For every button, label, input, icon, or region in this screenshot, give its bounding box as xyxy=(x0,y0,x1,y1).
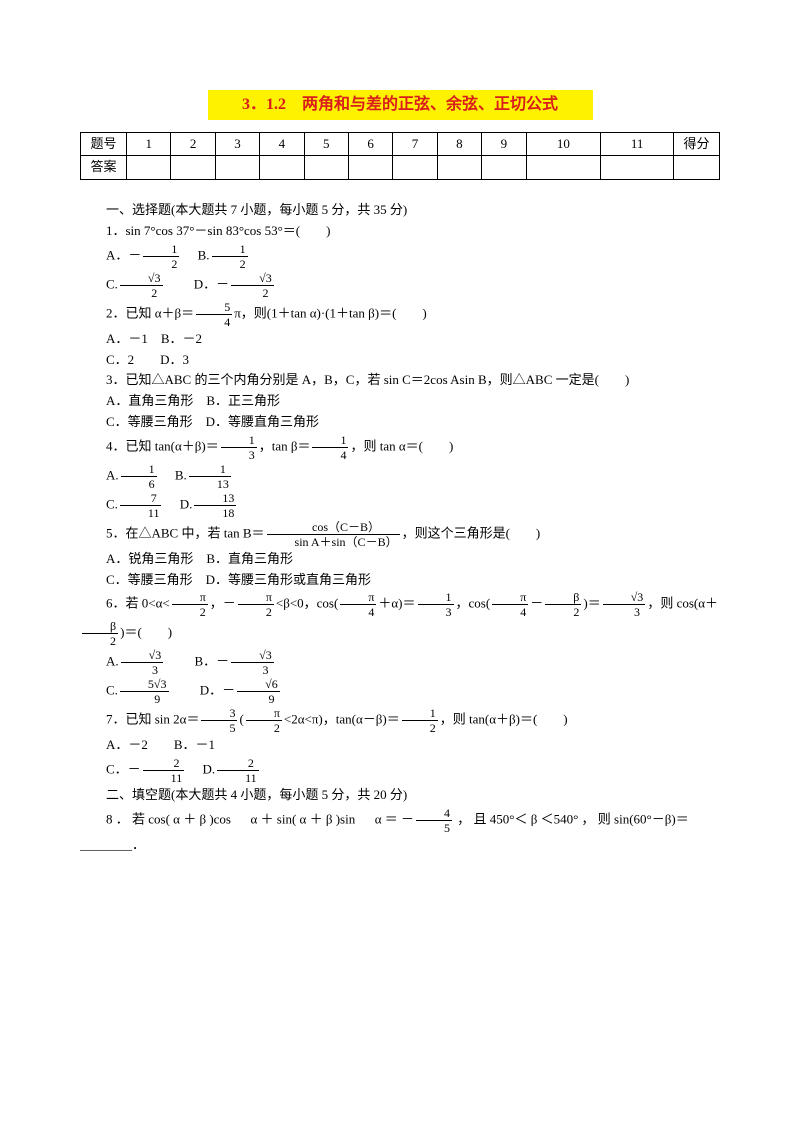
q6-stem: 6．若 0<α<π2，－π2<β<0，cos(π4＋α)＝13，cos(π4－β… xyxy=(80,590,720,648)
frac-icon: √69 xyxy=(235,677,282,706)
q1-choices-ab: A．－12 B.12 xyxy=(80,242,720,271)
frac-icon: √32 xyxy=(118,271,165,300)
table-row-header: 题号 1 2 3 4 5 6 7 8 9 10 11 得分 xyxy=(81,132,720,156)
q7-stem: 7．已知 sin 2α＝35(π2<2α<π)，tan(α－β)＝12，则 ta… xyxy=(80,706,720,735)
td[interactable] xyxy=(348,156,392,180)
th: 5 xyxy=(304,132,348,156)
td: 答案 xyxy=(81,156,127,180)
th: 题号 xyxy=(81,132,127,156)
td[interactable] xyxy=(482,156,526,180)
frac-icon: √33 xyxy=(229,648,276,677)
frac-icon: β2 xyxy=(80,619,120,648)
q4-c-label: C. xyxy=(106,496,118,511)
frac-icon: 211 xyxy=(215,756,261,785)
q7-d-label: D. xyxy=(189,762,215,777)
page-title: 3．1.2 两角和与差的正弦、余弦、正切公式 xyxy=(208,90,593,120)
frac-icon: π2 xyxy=(244,706,284,735)
frac-icon: √33 xyxy=(119,648,166,677)
frac-icon: 113 xyxy=(187,462,233,491)
q1-stem: 1．sin 7°cos 37°－sin 83°cos 53°＝( ) xyxy=(80,221,720,242)
frac-icon: π2 xyxy=(170,590,210,619)
frac-icon: π4 xyxy=(490,590,530,619)
td[interactable] xyxy=(526,156,601,180)
th: 11 xyxy=(601,132,674,156)
frac-icon: 13 xyxy=(219,433,259,462)
q5-choices-cd: C．等腰三角形 D．等腰三角形或直角三角形 xyxy=(80,570,720,591)
q1-b-label: B. xyxy=(185,247,210,262)
q6-choices-cd: C.5√39 D．－√69 xyxy=(80,677,720,706)
frac-icon: 54 xyxy=(194,300,234,329)
td[interactable] xyxy=(304,156,348,180)
frac-icon: β2 xyxy=(543,590,583,619)
th: 8 xyxy=(437,132,481,156)
frac-icon: 12 xyxy=(141,242,181,271)
q8-stem: 8 ． 若 cos( α ＋ β )cos α ＋ sin( α ＋ β )si… xyxy=(80,806,720,856)
td[interactable] xyxy=(215,156,259,180)
q7-choices-ab: A．－2 B．－1 xyxy=(80,735,720,756)
frac-icon: 13 xyxy=(416,590,456,619)
frac-icon: 35 xyxy=(199,706,239,735)
frac-icon: 45 xyxy=(414,806,454,835)
frac-icon: 12 xyxy=(210,242,250,271)
q2-choices-cd: C．2 D．3 xyxy=(80,350,720,371)
frac-icon: √33 xyxy=(601,590,648,619)
th: 9 xyxy=(482,132,526,156)
section1-header: 一、选择题(本大题共 7 小题，每小题 5 分，共 35 分) xyxy=(80,200,720,221)
q3-choices-ab: A．直角三角形 B．正三角形 xyxy=(80,391,720,412)
frac-icon: 211 xyxy=(141,756,187,785)
frac-icon: 14 xyxy=(310,433,350,462)
q4-a-label: A. xyxy=(106,467,119,482)
td[interactable] xyxy=(393,156,437,180)
q4-stem: 4．已知 tan(α＋β)＝13，tan β＝14，则 tan α＝( ) xyxy=(80,433,720,462)
td[interactable] xyxy=(674,156,720,180)
td[interactable] xyxy=(127,156,171,180)
frac-icon: 711 xyxy=(118,491,164,520)
th: 6 xyxy=(348,132,392,156)
q5-stem: 5．在△ABC 中，若 tan B＝cos（C－B）sin A＋sin（C－B）… xyxy=(80,520,720,549)
q1-d-label: D．－ xyxy=(168,276,229,291)
q1-choices-cd: C.√32 D．－√32 xyxy=(80,271,720,300)
q6-c-label: C. xyxy=(106,683,118,698)
td[interactable] xyxy=(437,156,481,180)
frac-icon: cos（C－B）sin A＋sin（C－B） xyxy=(265,520,402,549)
q5-choices-ab: A．锐角三角形 B．直角三角形 xyxy=(80,549,720,570)
q1-c-label: C. xyxy=(106,276,118,291)
td[interactable] xyxy=(171,156,215,180)
q3-stem: 3．已知△ABC 的三个内角分别是 A，B，C，若 sin C＝2cos Asi… xyxy=(80,370,720,391)
th: 7 xyxy=(393,132,437,156)
frac-icon: √32 xyxy=(229,271,276,300)
table-row-answers: 答案 xyxy=(81,156,720,180)
th: 3 xyxy=(215,132,259,156)
q7-c-label: C．－ xyxy=(106,762,141,777)
th: 1 xyxy=(127,132,171,156)
th: 4 xyxy=(260,132,304,156)
q6-b-label: B．－ xyxy=(168,654,229,669)
q6-choices-ab: A.√33 B．－√33 xyxy=(80,648,720,677)
th: 得分 xyxy=(674,132,720,156)
frac-icon: 1318 xyxy=(192,491,238,520)
q2-stem: 2．已知 α＋β＝54π，则(1＋tan α)·(1＋tan β)＝( ) xyxy=(80,300,720,329)
q6-d-label: D．－ xyxy=(174,683,235,698)
frac-icon: 12 xyxy=(400,706,440,735)
th: 2 xyxy=(171,132,215,156)
td[interactable] xyxy=(260,156,304,180)
q4-b-label: B. xyxy=(162,467,187,482)
frac-icon: π2 xyxy=(236,590,276,619)
q7-choices-cd: C．－211 D.211 xyxy=(80,756,720,785)
q4-d-label: D. xyxy=(167,496,193,511)
q2-choices-ab: A．－1 B．－2 xyxy=(80,329,720,350)
section2-header: 二、填空题(本大题共 4 小题，每小题 5 分，共 20 分) xyxy=(80,785,720,806)
frac-icon: 16 xyxy=(119,462,159,491)
th: 10 xyxy=(526,132,601,156)
q4-choices-cd: C.711 D.1318 xyxy=(80,491,720,520)
q1-a-label: A．－ xyxy=(106,247,141,262)
frac-icon: 5√39 xyxy=(118,677,171,706)
score-table: 题号 1 2 3 4 5 6 7 8 9 10 11 得分 答案 xyxy=(80,132,720,181)
q4-choices-ab: A.16 B.113 xyxy=(80,462,720,491)
q6-a-label: A. xyxy=(106,654,119,669)
td[interactable] xyxy=(601,156,674,180)
frac-icon: π4 xyxy=(338,590,378,619)
q3-choices-cd: C．等腰三角形 D．等腰直角三角形 xyxy=(80,412,720,433)
